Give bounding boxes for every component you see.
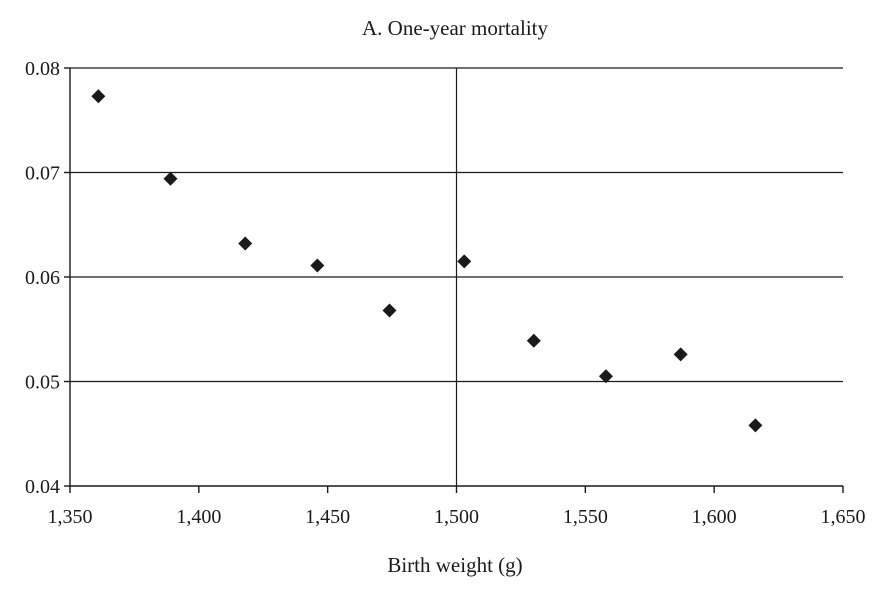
gridlines <box>70 67 843 486</box>
y-tick-label: 0.05 <box>25 372 60 394</box>
data-point <box>457 254 472 269</box>
data-point <box>598 369 613 384</box>
data-points <box>91 89 763 433</box>
x-tick-label: 1,650 <box>821 506 866 528</box>
tick-labels: 0.04 0.05 0.06 0.07 0.08 1,350 1,400 1,450 1,500… <box>25 58 866 528</box>
chart-title: A. One-year mortality <box>362 16 549 40</box>
data-point <box>526 333 541 348</box>
data-point <box>163 171 178 186</box>
x-tick-label: 1,550 <box>563 506 608 528</box>
y-tick-label: 0.07 <box>25 163 60 185</box>
y-tick-label: 0.08 <box>25 58 60 80</box>
x-tick-label: 1,450 <box>305 506 350 528</box>
x-tick-label: 1,350 <box>48 506 93 528</box>
data-point <box>310 258 325 273</box>
data-point <box>748 418 763 433</box>
x-tick-label: 1,600 <box>692 506 737 528</box>
x-axis-label: Birth weight (g) <box>387 553 522 577</box>
data-point <box>673 347 688 362</box>
y-tick-label: 0.06 <box>25 267 60 289</box>
data-point <box>382 303 397 318</box>
y-tick-label: 0.04 <box>25 476 60 498</box>
data-point <box>91 89 106 104</box>
axes <box>64 67 844 493</box>
x-tick-label: 1,500 <box>434 506 479 528</box>
x-tick-label: 1,400 <box>176 506 221 528</box>
data-point <box>238 236 253 251</box>
